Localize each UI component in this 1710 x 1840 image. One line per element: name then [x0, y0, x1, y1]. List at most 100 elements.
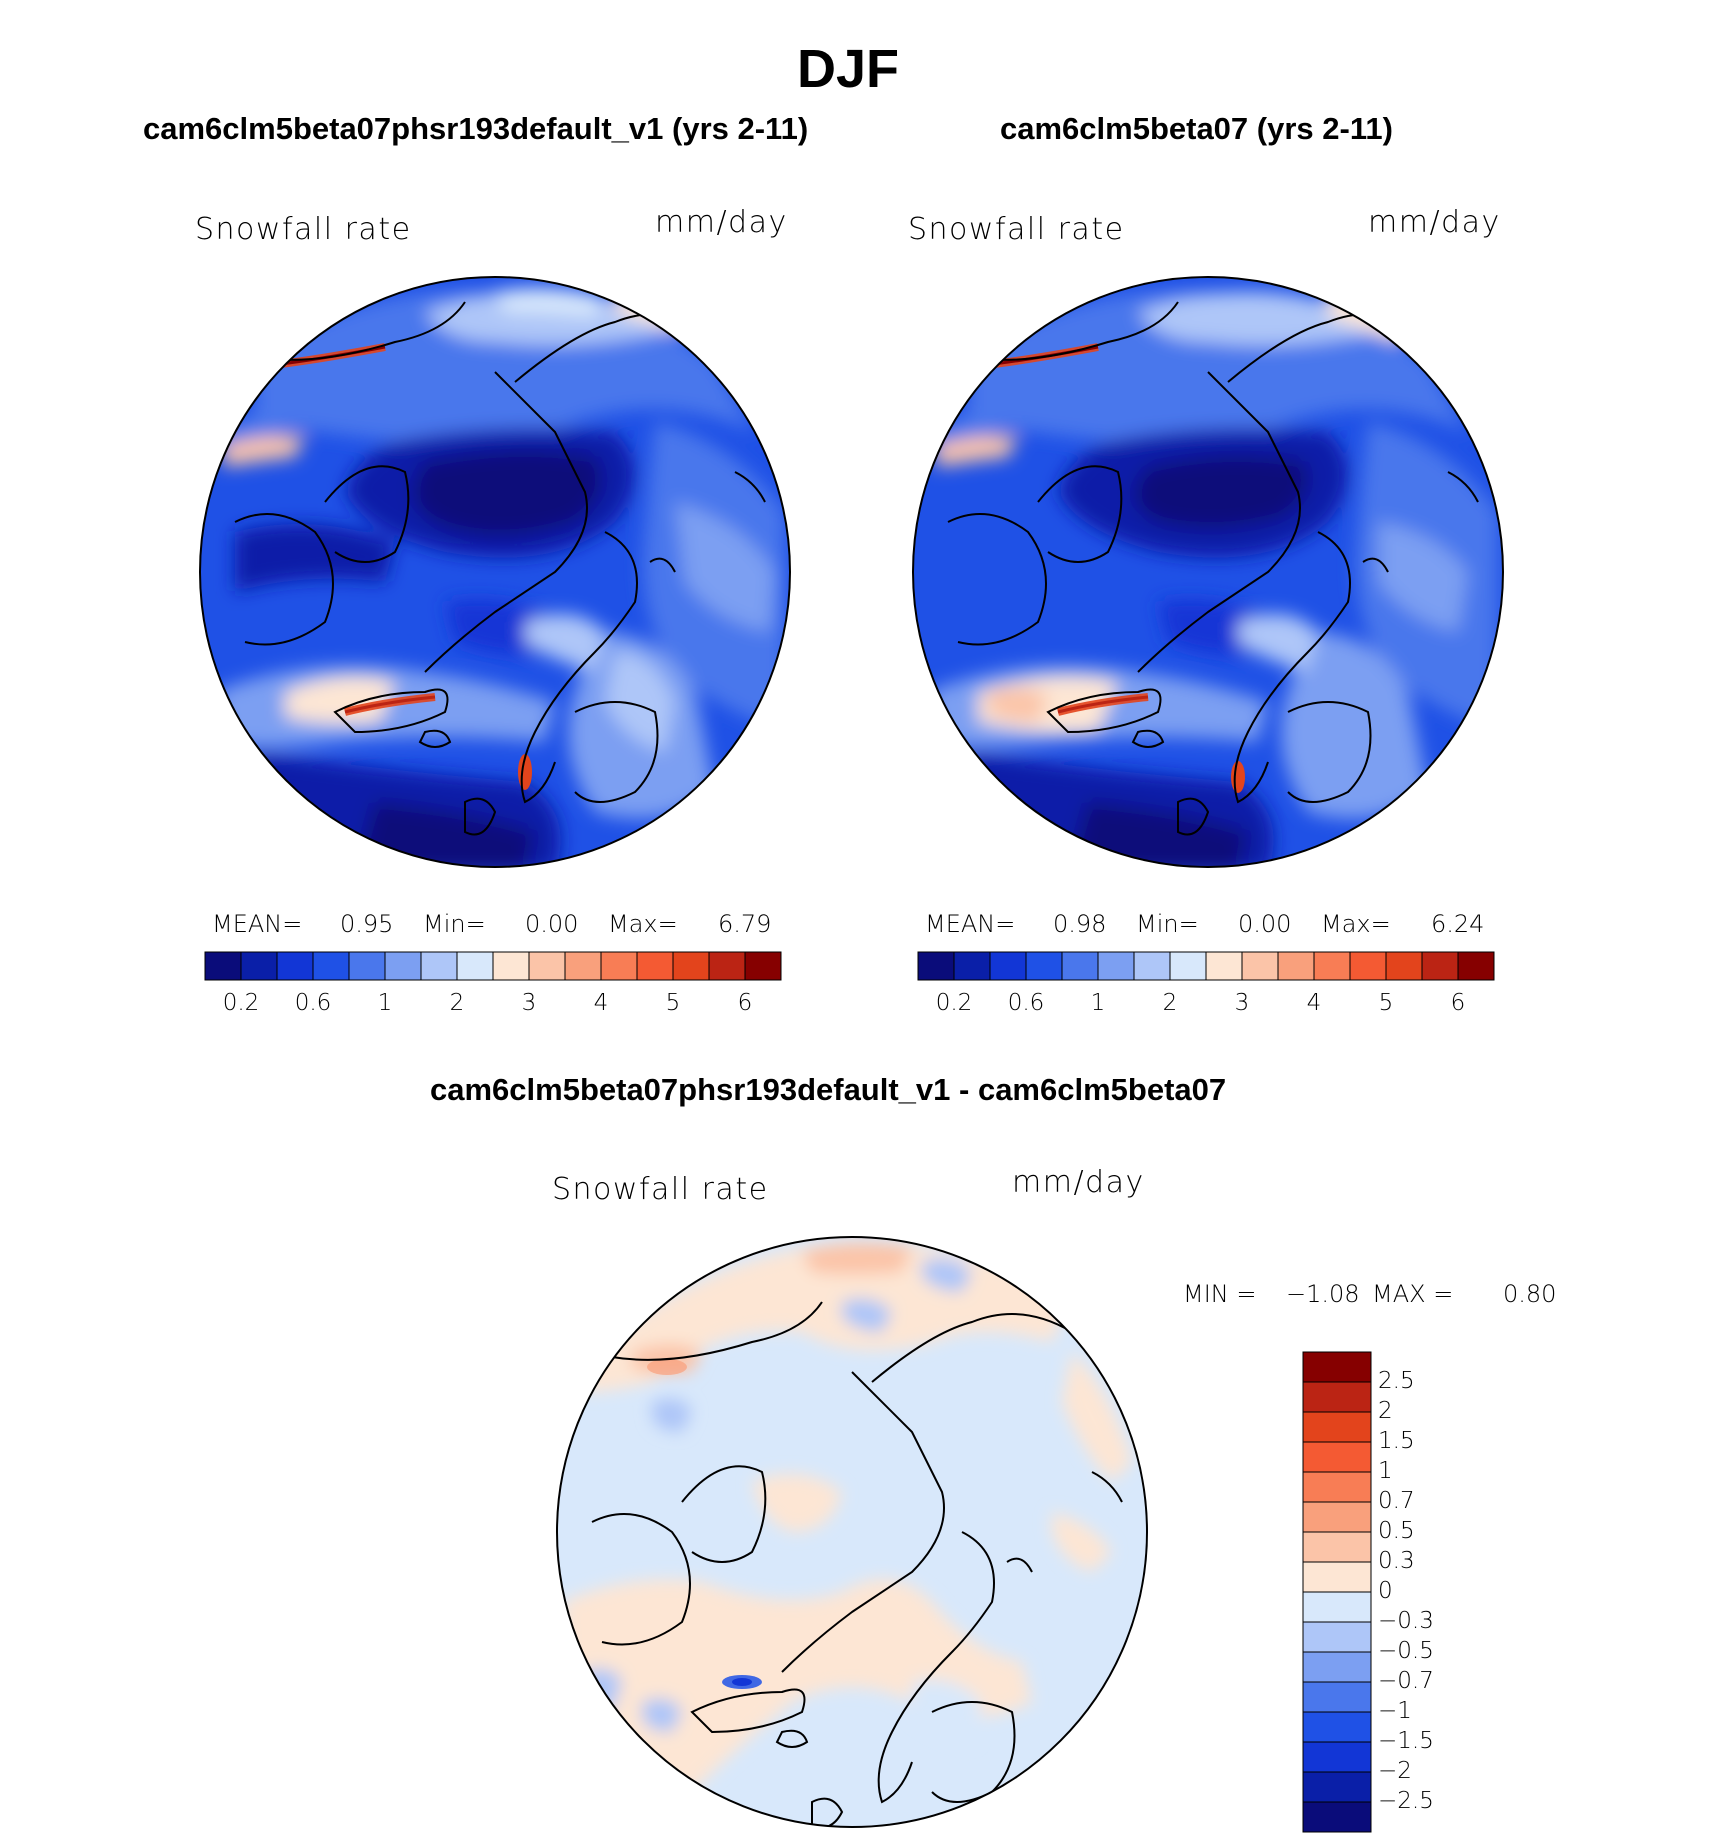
- colorbar-swatch: [564, 951, 602, 981]
- colorbar-swatch: [1349, 951, 1387, 981]
- colorbar-right: [917, 951, 1495, 981]
- colorbar-swatch: [1302, 1771, 1372, 1803]
- colorbar-tick-label: −0.3: [1378, 1608, 1434, 1634]
- colorbar-tick-label: 1: [1090, 990, 1106, 1016]
- colorbar-swatch: [1061, 951, 1099, 981]
- colorbar-swatch: [917, 951, 955, 981]
- colorbar-swatch: [600, 951, 638, 981]
- min-value-left: 0.00: [525, 910, 579, 938]
- colorbar-ticks-diff: −2.5 −2 −1.5 −1 −0.7 −0.5 −0.3 0 0.3 0.5 0.7 1 1.5 2 2…: [1378, 1352, 1498, 1832]
- colorbar-swatch: [420, 951, 458, 981]
- colorbar-swatch: [492, 951, 530, 981]
- colorbar-swatch: [312, 951, 350, 981]
- colorbar-swatch: [276, 951, 314, 981]
- colorbar-swatch: [204, 951, 242, 981]
- polar-map-diff: [556, 1236, 1148, 1828]
- max-label-right: Max=: [1321, 910, 1391, 938]
- colorbar-tick-label: 0.2: [222, 990, 260, 1016]
- colorbar-swatch: [1302, 1471, 1372, 1503]
- colorbar-swatch: [348, 951, 386, 981]
- colorbar-swatch: [1169, 951, 1207, 981]
- colorbar-tick-label: 2: [1378, 1398, 1393, 1424]
- colorbar-tick-label: 1: [1378, 1458, 1393, 1484]
- mean-value-right: 0.98: [1053, 910, 1107, 938]
- colorbar-swatch: [1421, 951, 1459, 981]
- colorbar-swatch: [1205, 951, 1243, 981]
- colorbar-tick-label: 4: [593, 990, 609, 1016]
- colorbar-swatch: [528, 951, 566, 981]
- colorbar-tick-label: 5: [1378, 990, 1394, 1016]
- colorbar-swatch: [1302, 1531, 1372, 1563]
- colorbar-swatch: [240, 951, 278, 981]
- units-label-right: mm/day: [1368, 205, 1501, 240]
- max-value-diff: 0.80: [1503, 1280, 1557, 1308]
- colorbar-swatch: [1302, 1561, 1372, 1593]
- colorbar-swatch: [1302, 1801, 1372, 1833]
- min-label-diff: MIN =: [1183, 1280, 1257, 1308]
- colorbar-swatch: [1302, 1381, 1372, 1413]
- variable-label-right: Snowfall rate: [908, 212, 1125, 247]
- colorbar-swatch: [1241, 951, 1279, 981]
- colorbar-swatch: [1302, 1711, 1372, 1743]
- colorbar-tick-label: 0.6: [1007, 990, 1045, 1016]
- colorbar-tick-label: 0.5: [1378, 1518, 1415, 1544]
- min-label-right: Min=: [1136, 910, 1199, 938]
- colorbar-swatch: [636, 951, 674, 981]
- max-value-right: 6.24: [1431, 910, 1485, 938]
- panel-title-right: cam6clm5beta07 (yrs 2-11): [1000, 111, 1393, 146]
- colorbar-swatch: [953, 951, 991, 981]
- polar-map-right: [912, 276, 1504, 868]
- figure-title: DJF: [797, 39, 900, 99]
- mean-value-left: 0.95: [340, 910, 394, 938]
- colorbar-tick-label: −1: [1378, 1698, 1412, 1724]
- colorbar-swatch: [1457, 951, 1495, 981]
- colorbar-swatch: [708, 951, 746, 981]
- colorbar-swatch: [672, 951, 710, 981]
- units-label-left: mm/day: [655, 205, 788, 240]
- colorbar-swatch: [1277, 951, 1315, 981]
- colorbar-tick-label: −0.7: [1378, 1668, 1434, 1694]
- min-value-diff: −1.08: [1286, 1280, 1360, 1308]
- max-value-left: 6.79: [718, 910, 772, 938]
- polar-map-left: [199, 276, 791, 868]
- colorbar-tick-label: 1: [377, 990, 393, 1016]
- colorbar-swatch: [1302, 1741, 1372, 1773]
- colorbar-swatch: [1302, 1591, 1372, 1623]
- colorbar-swatch: [1302, 1441, 1372, 1473]
- colorbar-ticks-right: 0.2 0.6 1 2 3 4 5 6: [918, 990, 1494, 1020]
- colorbar-tick-label: 0.2: [935, 990, 973, 1016]
- max-label-left: Max=: [608, 910, 678, 938]
- colorbar-tick-label: −1.5: [1378, 1728, 1434, 1754]
- colorbar-tick-label: 2: [449, 990, 465, 1016]
- colorbar-tick-label: 1.5: [1378, 1428, 1415, 1454]
- colorbar-swatch: [1302, 1621, 1372, 1653]
- colorbar-swatch: [989, 951, 1027, 981]
- colorbar-swatch: [1097, 951, 1135, 981]
- units-label-diff: mm/day: [1012, 1165, 1145, 1200]
- colorbar-tick-label: −0.5: [1378, 1638, 1434, 1664]
- colorbar-tick-label: 0: [1378, 1578, 1393, 1604]
- colorbar-swatch: [1302, 1501, 1372, 1533]
- colorbar-tick-label: 6: [737, 990, 753, 1016]
- colorbar-tick-label: −2: [1378, 1758, 1412, 1784]
- colorbar-ticks-left: 0.2 0.6 1 2 3 4 5 6: [205, 990, 781, 1020]
- colorbar-tick-label: 3: [1234, 990, 1250, 1016]
- colorbar-tick-label: 0.6: [294, 990, 332, 1016]
- colorbar-swatch: [1133, 951, 1171, 981]
- mean-label-left: MEAN=: [212, 910, 303, 938]
- colorbar-tick-label: 6: [1450, 990, 1466, 1016]
- colorbar-swatch: [1302, 1681, 1372, 1713]
- colorbar-swatch: [1385, 951, 1423, 981]
- colorbar-diff: [1302, 1351, 1372, 1833]
- colorbar-left: [204, 951, 782, 981]
- min-label-left: Min=: [423, 910, 486, 938]
- colorbar-swatch: [1302, 1351, 1372, 1383]
- colorbar-swatch: [1025, 951, 1063, 981]
- panel-title-left: cam6clm5beta07phsr193default_v1 (yrs 2-1…: [143, 111, 809, 146]
- colorbar-swatch: [1313, 951, 1351, 981]
- variable-label-diff: Snowfall rate: [552, 1172, 769, 1207]
- colorbar-swatch: [1302, 1411, 1372, 1443]
- colorbar-tick-label: −2.5: [1378, 1788, 1434, 1814]
- min-value-right: 0.00: [1238, 910, 1292, 938]
- colorbar-tick-label: 5: [665, 990, 681, 1016]
